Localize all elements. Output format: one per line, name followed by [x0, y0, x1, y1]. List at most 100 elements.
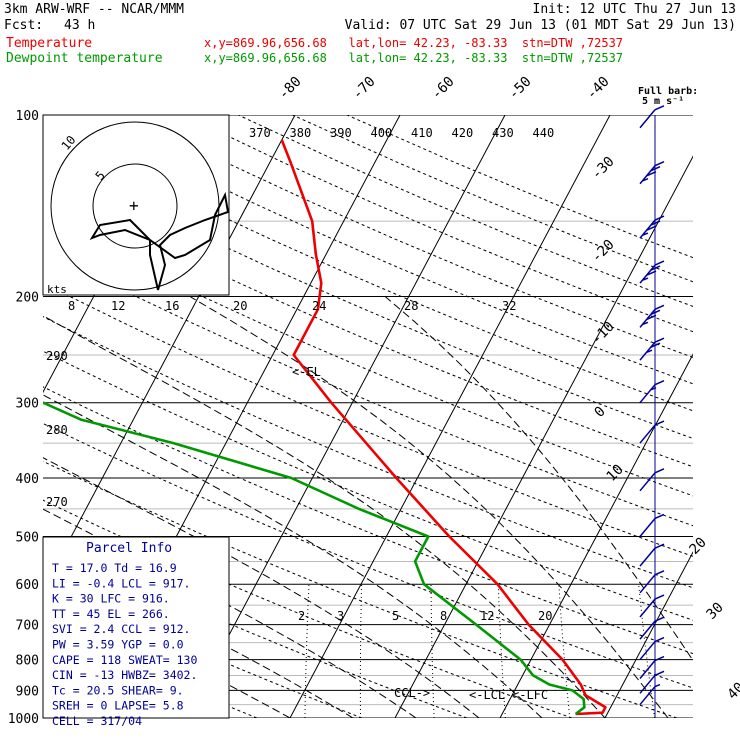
isotherm-label: 10	[604, 462, 627, 485]
temperature-profile	[280, 139, 607, 716]
mixing-ratio-label: 20	[538, 609, 552, 623]
parcel-info-row: CAPE = 118 SWEAT= 130	[52, 653, 197, 667]
barb-legend-value: 5 m s⁻¹	[642, 96, 684, 107]
wind-barb-staff	[639, 574, 656, 594]
moist-adiabat	[43, 315, 606, 718]
dry-adiabat	[183, 115, 693, 333]
wind-barb	[639, 337, 665, 361]
wind-barb-half	[650, 387, 657, 391]
wind-barb-half	[654, 683, 661, 688]
dewpoint-legend: Dewpoint temperature	[6, 51, 163, 66]
theta-label: 440	[533, 126, 555, 140]
parcel-info-panel: Parcel Info T = 17.0 Td = 16.9LI = -0.4 …	[42, 536, 230, 728]
isotherm	[604, 551, 693, 718]
isotherm-label: 30	[704, 600, 727, 623]
wind-barb-flag	[654, 594, 665, 600]
wind-barb-staff	[639, 109, 656, 129]
parcel-info-row: TT = 45 EL = 266.	[52, 607, 170, 621]
isotherm-label: 20	[687, 535, 710, 558]
temperature-legend: Temperature	[6, 36, 93, 51]
wind-barb	[639, 105, 665, 129]
wind-barb	[639, 594, 665, 618]
wind-barb-flag	[654, 105, 665, 111]
wind-barb-flag	[646, 314, 657, 321]
wind-barb	[639, 670, 665, 694]
isotherm	[710, 115, 740, 718]
dry-adiabat	[43, 126, 693, 412]
parcel-info-row: Tc = 20.5 SHEAR= 9.	[52, 683, 184, 697]
wind-barb-half	[646, 349, 653, 353]
dry-adiabat	[238, 115, 693, 307]
pressure-label-800: 800	[16, 654, 39, 669]
valid-time: Valid: 07 UTC Sat 29 Jun 13 (01 MDT Sat …	[344, 18, 736, 33]
theta-label: 400	[371, 126, 393, 140]
isotherm	[43, 115, 296, 591]
isotherm-label: -10	[589, 319, 618, 348]
theta-label: 380	[290, 126, 312, 140]
wind-barb	[639, 616, 665, 640]
parcel-info-frame	[42, 536, 230, 719]
wind-barb-flag	[646, 225, 657, 231]
dewpoint-profile	[43, 401, 586, 716]
isotherm-label: -80	[276, 74, 305, 103]
wind-barb-flag	[654, 380, 665, 386]
wind-barb-flag	[654, 616, 665, 622]
dry-adiabat	[43, 350, 693, 621]
parcel-info-row: SREH = 0 LAPSE= 5.8	[52, 699, 184, 713]
wind-barb-flag	[650, 265, 661, 271]
wind-barb-flag	[650, 220, 661, 226]
wind-barb-half	[642, 232, 649, 236]
hodograph-trace	[89, 191, 230, 291]
isotherm-label: -40	[584, 74, 613, 103]
wind-barb-flag	[654, 468, 665, 474]
wind-barb-staff	[639, 686, 656, 706]
dry-adiabat	[129, 115, 693, 358]
wind-barb-flag	[654, 636, 665, 643]
pressure-label-600: 600	[16, 578, 39, 593]
isotherm-label: -50	[506, 74, 535, 103]
theta-e-label: 28	[404, 299, 418, 313]
wind-barb	[639, 420, 665, 444]
wind-barb-staff	[639, 472, 656, 492]
parcel-info-row: PW = 3.59 YGP = 0.0	[52, 638, 184, 652]
wind-barbs	[639, 105, 665, 706]
mixing-ratio-line	[304, 584, 310, 718]
wind-barb-staff	[639, 547, 656, 567]
hodograph-origin: +	[129, 196, 139, 215]
wind-barb	[639, 543, 665, 567]
wind-barb	[639, 215, 665, 239]
isotherm-label: -70	[350, 74, 379, 103]
wind-barb	[639, 683, 661, 706]
dry-adiabat	[43, 581, 363, 718]
hodograph-frame	[42, 114, 230, 296]
wind-barb-flag	[654, 161, 665, 167]
pressure-label-200: 200	[16, 291, 39, 306]
wind-barb-flag	[654, 215, 665, 221]
theta-label: 430	[492, 126, 514, 140]
parcel-info-row: T = 17.0 Td = 16.9	[52, 561, 177, 575]
hodograph: 5 10 + kts	[42, 114, 230, 296]
mixing-ratio-label: 5	[392, 609, 399, 623]
mixing-ratio-label: 12	[480, 609, 494, 623]
wind-barb-flag	[654, 337, 665, 343]
temperature-location: x,y=869.96,656.68 lat,lon= 42.23, -83.33…	[204, 36, 624, 50]
mixing-ratio-label: 8	[440, 609, 447, 623]
theta-label: 420	[452, 126, 474, 140]
parcel-info-row: LI = -0.4 LCL = 917.	[52, 576, 190, 590]
theta-e-label: 12	[111, 299, 125, 313]
wind-barb	[639, 161, 665, 185]
pressure-label-500: 500	[16, 530, 39, 545]
ccl-marker: CCL->	[394, 686, 430, 700]
el-marker: <-EL	[292, 365, 321, 379]
wind-barb-staff	[639, 517, 656, 537]
wind-barb-flag	[654, 543, 665, 549]
wind-barb-half	[642, 277, 649, 281]
theta-e-label: 16	[165, 299, 179, 313]
mixing-ratio-line	[430, 584, 435, 718]
theta-e-label: 8	[68, 299, 75, 313]
mixing-ratio-line	[359, 584, 363, 718]
wind-barb-flag	[650, 342, 661, 348]
barb-legend-title: Full barb:	[638, 86, 698, 97]
wind-barb	[639, 655, 665, 679]
